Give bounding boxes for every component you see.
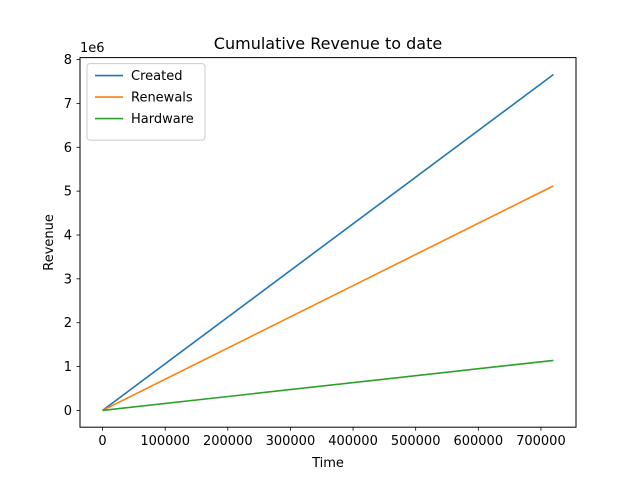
- y-tick-label: 6: [64, 141, 72, 156]
- y-tick-label: 8: [64, 53, 72, 68]
- y-tick-label: 3: [64, 272, 72, 287]
- y-axis-label: Revenue: [42, 214, 57, 271]
- plot-area: [102, 73, 554, 412]
- legend-box: [86, 63, 206, 141]
- y-tick-label: 4: [64, 228, 72, 243]
- series-line-hardware: [102, 359, 554, 412]
- x-tick-label: 300000: [266, 434, 316, 449]
- x-axis: 0 100000 200000 300000 400000 500000 600000 700…: [98, 427, 566, 449]
- y-tick-label: 2: [64, 316, 72, 331]
- legend-label: Created: [131, 69, 182, 84]
- x-tick-label: 200000: [203, 434, 253, 449]
- y-offset-label: 1e6: [80, 41, 105, 56]
- legend-label: Renewals: [131, 91, 193, 106]
- chart-title: Cumulative Revenue to date: [214, 34, 442, 53]
- x-tick-label: 600000: [453, 434, 503, 449]
- x-tick-label: 400000: [328, 434, 378, 449]
- x-tick-label: 700000: [516, 434, 566, 449]
- plot-frame: [79, 57, 577, 428]
- y-tick-label: 5: [64, 185, 72, 200]
- x-axis-label: Time: [311, 456, 344, 471]
- y-tick-label: 0: [64, 404, 72, 419]
- x-tick-label: 500000: [391, 434, 441, 449]
- x-tick-label: 100000: [140, 434, 190, 449]
- series-line-renewals: [102, 185, 554, 412]
- y-axis: 0 1 2 3 4 5 6 7 8: [64, 53, 80, 419]
- y-tick-label: 7: [64, 97, 72, 112]
- y-tick-label: 1: [64, 360, 72, 375]
- legend: Created Renewals Hardware: [86, 63, 206, 141]
- legend-label: Hardware: [131, 112, 194, 127]
- series-line-created: [102, 73, 554, 412]
- x-tick-label: 0: [98, 434, 106, 449]
